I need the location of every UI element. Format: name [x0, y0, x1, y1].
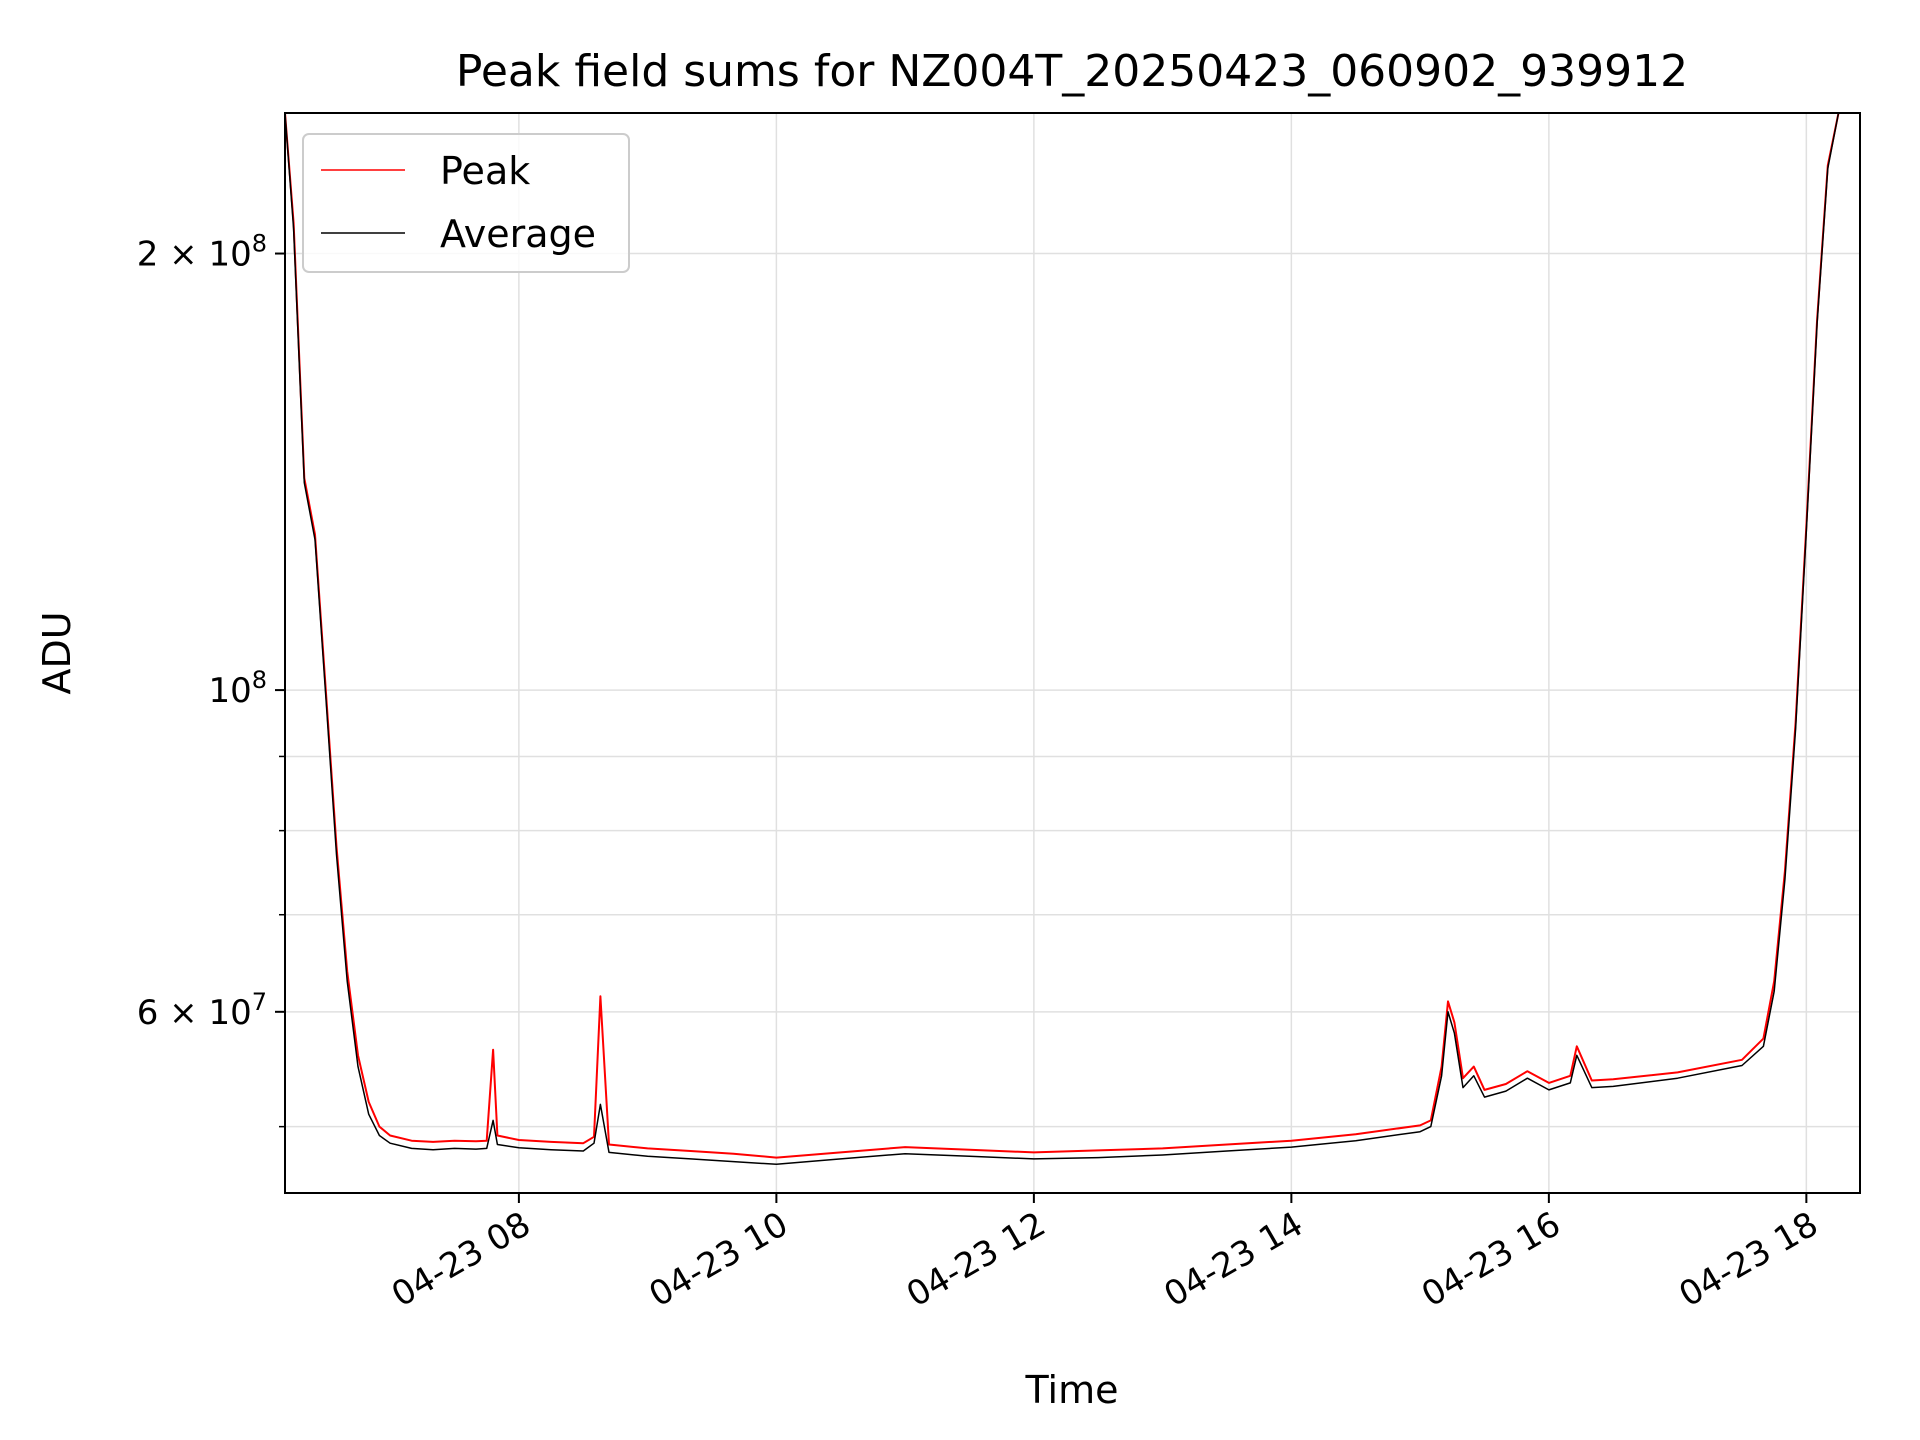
chart-title: Peak field sums for NZ004T_20250423_0609…	[456, 46, 1688, 97]
y-axis-label: ADU	[35, 611, 79, 694]
legend: Peak Average	[302, 133, 630, 273]
y-tick-label: 2 × 108	[137, 230, 267, 275]
legend-label-average: Average	[440, 212, 596, 256]
x-axis-label: Time	[1025, 1368, 1119, 1412]
series-lines	[285, 113, 1840, 1166]
series-line-peak	[285, 113, 1840, 1159]
legend-box	[302, 133, 630, 273]
y-tick-label: 108	[208, 666, 267, 711]
legend-label-peak: Peak	[440, 149, 530, 193]
y-tick-label: 6 × 107	[137, 988, 267, 1033]
grid-lines	[285, 113, 1860, 1193]
series-line-average	[285, 113, 1840, 1166]
plot-area-frame	[284, 112, 1861, 1194]
